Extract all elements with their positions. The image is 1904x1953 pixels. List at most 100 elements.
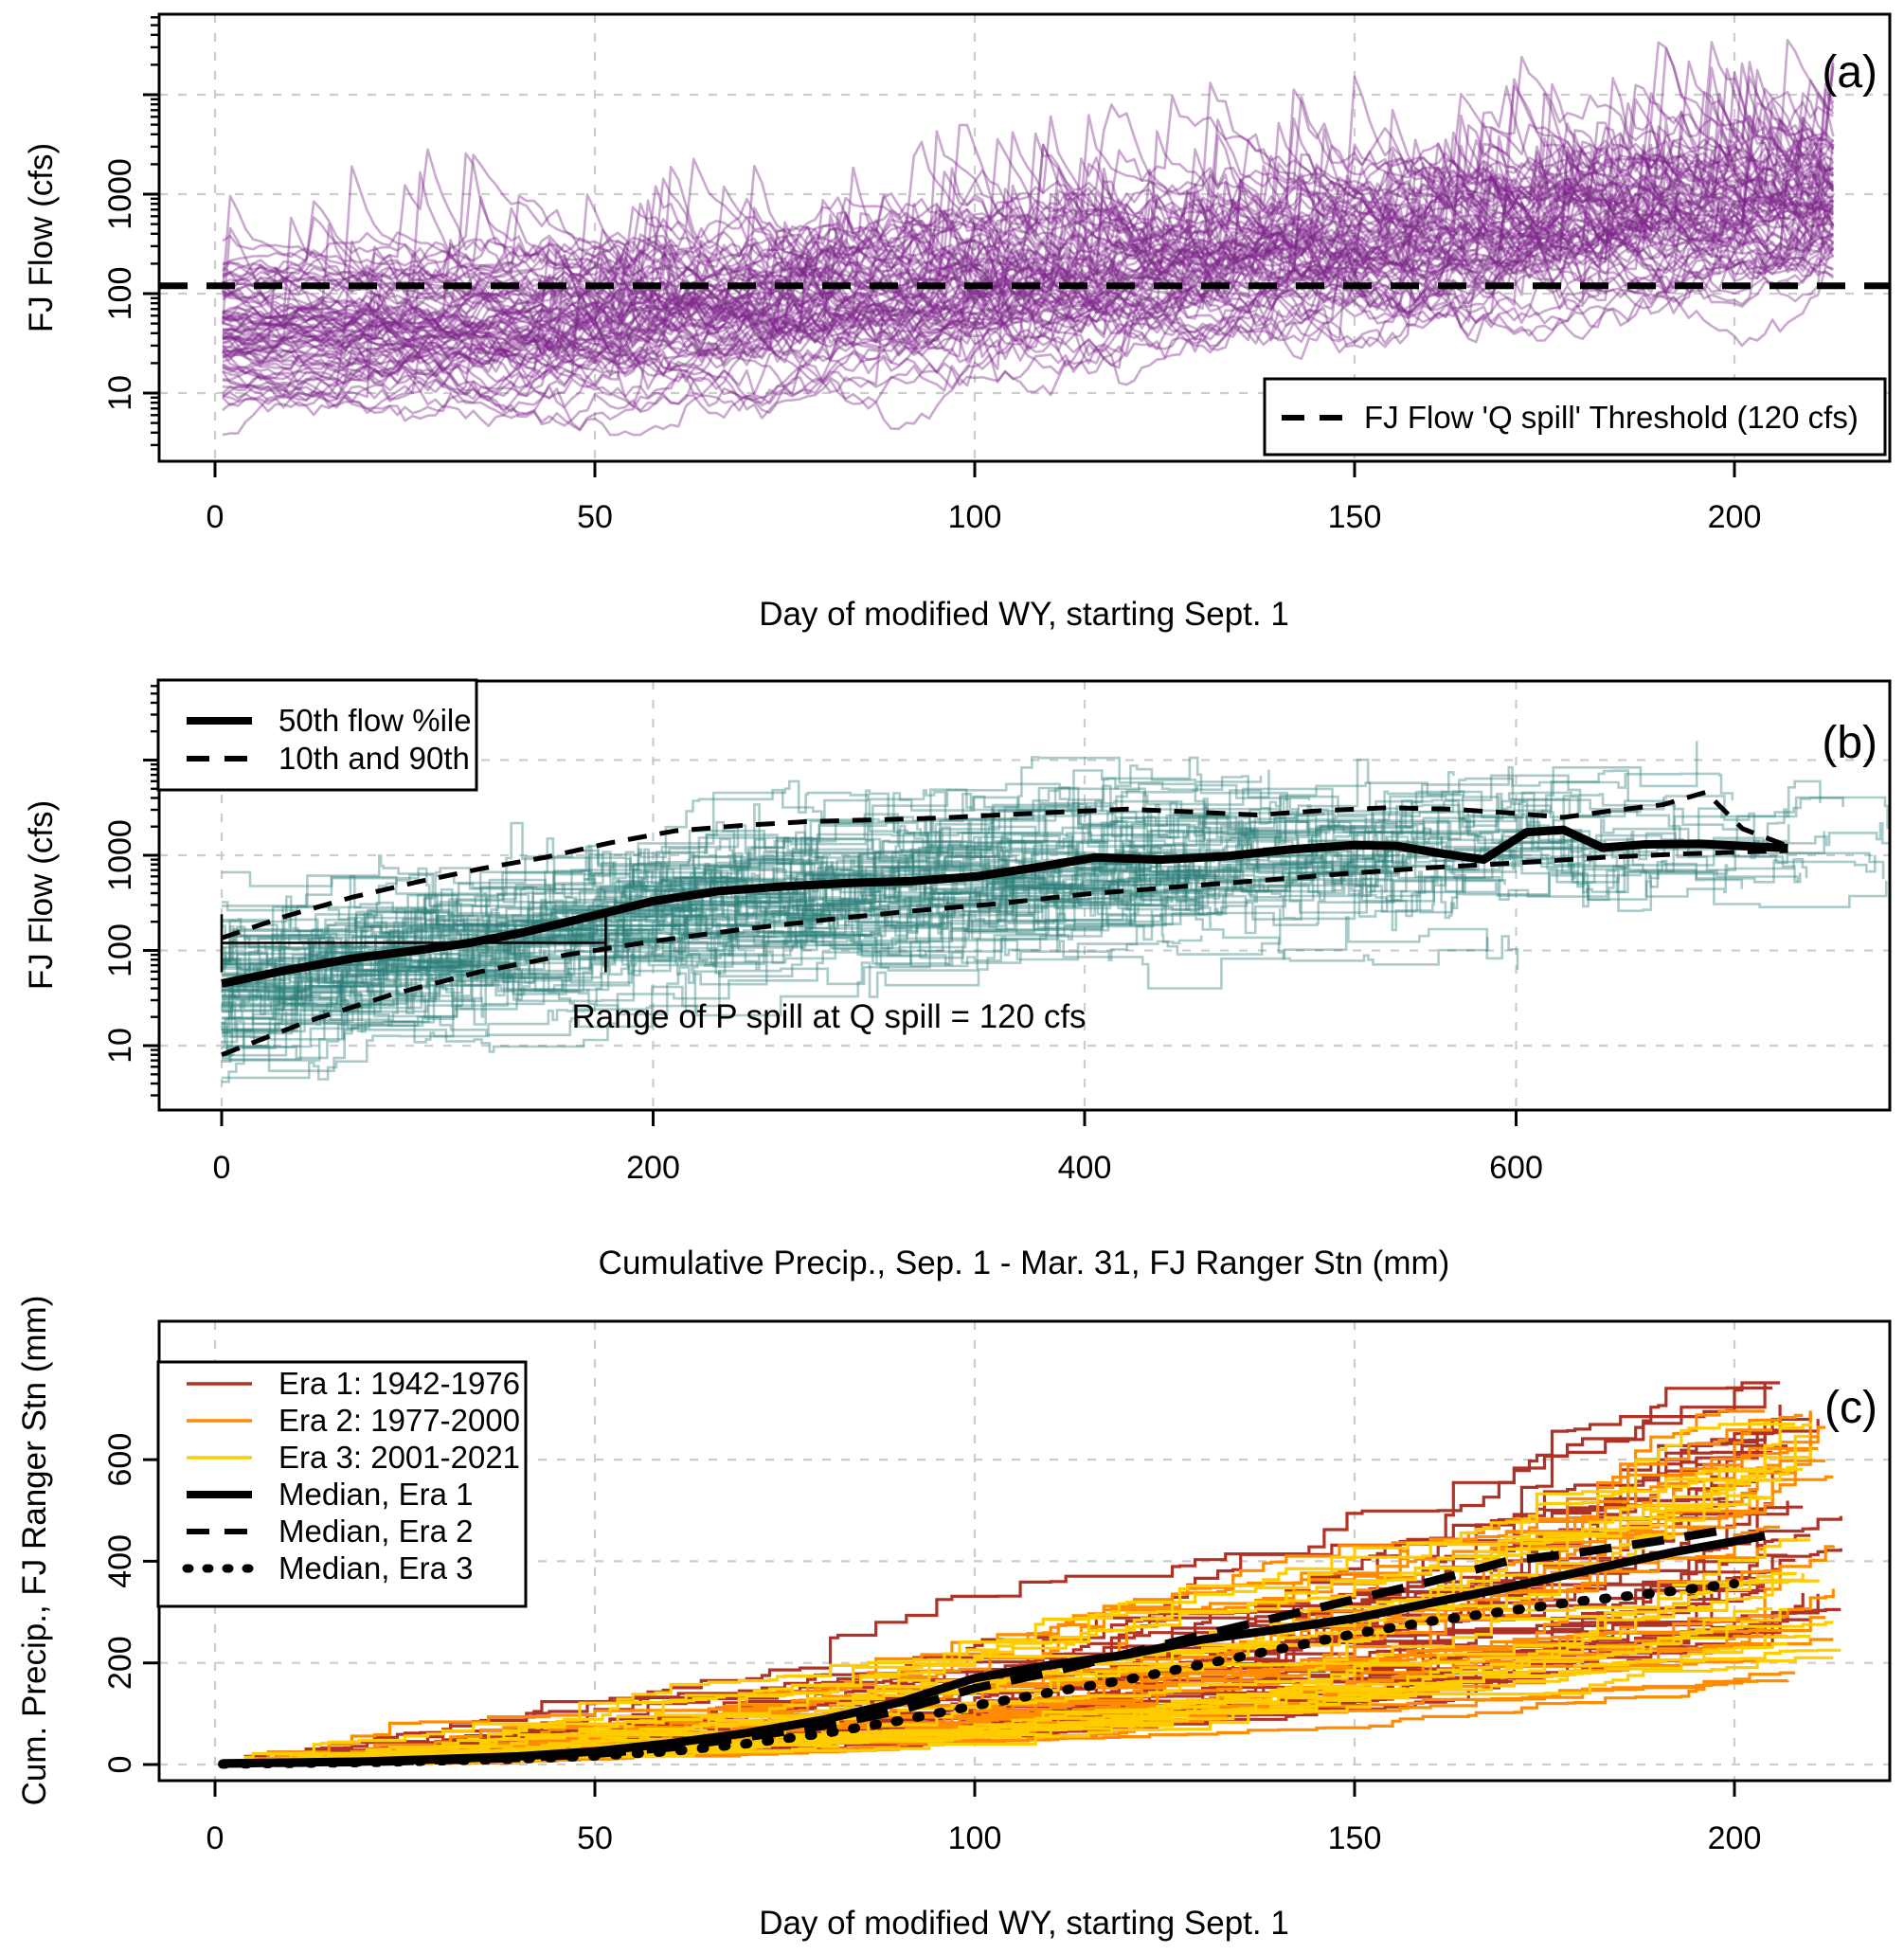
flow-trace <box>222 134 1835 356</box>
legend-item-label: Median, Era 3 <box>278 1550 473 1586</box>
flow-precip-trace <box>222 804 1890 1001</box>
flow-precip-trace <box>222 851 1128 963</box>
x-axis-title-a: Day of modified WY, starting Sept. 1 <box>759 596 1289 633</box>
precip-trace <box>221 1423 1796 1765</box>
flow-trace <box>222 171 1835 347</box>
flow-trace <box>222 88 1835 360</box>
flow-precip-trace <box>222 918 1104 1020</box>
flow-trace <box>222 170 1835 401</box>
flow-precip-trace <box>222 809 1432 976</box>
flow-trace <box>221 167 1835 331</box>
flow-trace <box>222 66 1835 283</box>
flow-trace <box>222 76 1834 263</box>
flow-trace <box>222 151 1835 385</box>
flow-traces-a <box>221 38 1835 437</box>
legend-item-label: Median, Era 2 <box>278 1514 473 1549</box>
y-axis-title-c: Cum. Precip., FJ Ranger Stn (mm) <box>16 1296 53 1806</box>
flow-precip-trace <box>222 874 1201 998</box>
flow-trace <box>222 125 1834 337</box>
x-tick-label: 50 <box>577 499 613 535</box>
flow-precip-trace <box>222 769 1629 973</box>
flow-precip-trace <box>222 914 1489 1084</box>
flow-trace <box>222 100 1835 352</box>
flow-precip-trace <box>222 790 1591 1031</box>
flow-precip-trace <box>222 884 1056 1030</box>
flow-trace <box>222 213 1835 398</box>
flow-trace <box>222 143 1834 348</box>
flow-precip-trace <box>222 916 1519 1060</box>
legend-item-label: Era 2: 1977-2000 <box>278 1403 520 1438</box>
axes-a: 0 50 100 150 200 10 100 1000 <box>102 16 1761 535</box>
flow-trace <box>222 179 1834 382</box>
legend-item-label: 10th and 90th <box>278 741 470 776</box>
precip-trace <box>223 1439 1797 1766</box>
flow-precip-trace <box>222 910 1154 1059</box>
flow-precip-trace <box>222 848 1438 1003</box>
flow-trace <box>222 92 1835 305</box>
flow-trace <box>222 154 1834 373</box>
median-layer <box>218 1525 1766 1769</box>
flow-trace <box>222 162 1835 413</box>
flow-trace <box>222 71 1834 316</box>
percentile-layer <box>221 789 1789 1058</box>
flow-trace <box>221 67 1835 302</box>
flow-trace <box>222 224 1835 367</box>
flow-trace <box>222 53 1835 303</box>
x-tick-label: 0 <box>213 1150 231 1186</box>
flow-trace <box>222 88 1834 305</box>
flow-trace <box>222 116 1834 349</box>
flow-trace <box>222 82 1835 335</box>
percentile-90-line <box>221 789 1789 941</box>
flow-trace <box>222 63 1834 316</box>
flow-precip-trace <box>222 843 1744 1039</box>
flow-trace <box>222 185 1835 420</box>
flow-precip-trace <box>222 841 1186 1001</box>
flow-trace <box>222 234 1834 431</box>
y-tick-label: 100 <box>102 267 138 321</box>
flow-trace <box>222 205 1835 437</box>
flow-precip-trace <box>222 792 1413 962</box>
flow-precip-trace <box>222 847 1513 976</box>
legend-box <box>156 678 478 792</box>
flow-precip-trace <box>222 861 1212 1062</box>
axes-c: 0 50 100 150 200 0 200 400 600 <box>102 1433 1761 1856</box>
flow-trace <box>221 38 1835 293</box>
flow-trace <box>222 122 1834 358</box>
flow-trace <box>222 90 1834 312</box>
flow-trace <box>222 55 1835 277</box>
flow-precip-trace <box>222 847 1155 1061</box>
y-tick-label: 10 <box>102 1028 138 1064</box>
flow-precip-trace <box>222 833 1888 1055</box>
flow-precip-trace <box>222 758 1455 938</box>
flow-trace <box>222 140 1835 400</box>
flow-precip-trace <box>222 833 1573 1005</box>
flow-trace <box>222 47 1835 296</box>
x-tick-label: 0 <box>207 1820 225 1856</box>
flow-trace <box>222 79 1834 301</box>
flow-trace <box>222 218 1835 410</box>
flow-trace <box>222 144 1835 341</box>
percentile-50-line <box>221 825 1788 988</box>
flow-trace <box>222 143 1835 311</box>
flow-trace <box>222 111 1834 340</box>
panel-label-a: (a) <box>1822 47 1877 98</box>
flow-trace <box>221 142 1835 341</box>
flow-precip-trace <box>222 840 1590 1040</box>
flow-precip-trace <box>222 796 1889 1018</box>
flow-trace <box>222 170 1835 370</box>
flow-trace <box>222 41 1835 300</box>
x-tick-label: 100 <box>948 499 1002 535</box>
flow-precip-trace <box>222 848 1315 1035</box>
flow-precip-trace <box>222 858 1384 999</box>
flow-precip-trace <box>222 779 1676 937</box>
flow-trace <box>222 85 1835 323</box>
plot-area-b <box>157 679 1892 1112</box>
y-tick-label: 200 <box>102 1636 138 1690</box>
y-tick-label: 0 <box>102 1756 138 1774</box>
flow-precip-trace <box>222 827 1799 976</box>
flow-trace <box>222 153 1835 358</box>
legend-item-label: Era 1: 1942-1976 <box>278 1366 520 1401</box>
